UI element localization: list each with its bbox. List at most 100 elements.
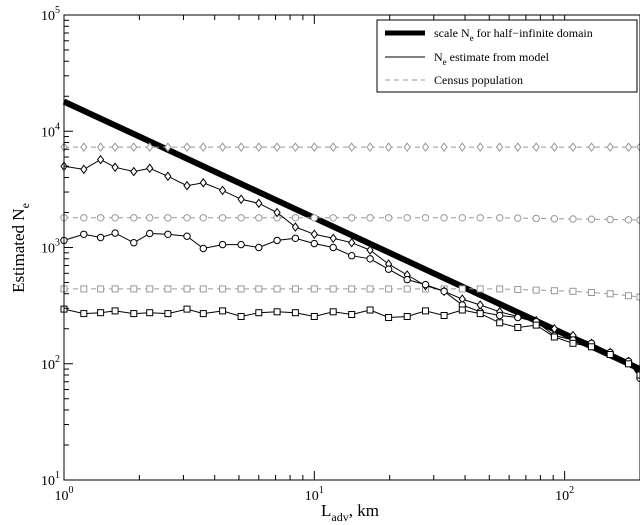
data-point-circle bbox=[440, 214, 448, 222]
data-point-circle bbox=[255, 243, 263, 252]
tick-layer bbox=[63, 14, 640, 481]
data-point-square bbox=[164, 285, 172, 293]
data-point-circle bbox=[111, 214, 119, 222]
data-point-square bbox=[532, 321, 540, 329]
data-point-circle bbox=[96, 233, 105, 242]
data-point-square bbox=[569, 287, 577, 295]
data-point-square bbox=[237, 313, 245, 320]
x-tick-label: 101 bbox=[305, 485, 324, 504]
data-point-square bbox=[291, 309, 299, 317]
data-point-diamond bbox=[384, 142, 393, 152]
data-point-square bbox=[111, 307, 119, 315]
census-series-line bbox=[64, 217, 640, 221]
y-tick-label: 105 bbox=[41, 5, 60, 24]
data-point-diamond bbox=[255, 198, 263, 209]
data-point-circle bbox=[291, 234, 300, 243]
data-point-circle bbox=[291, 214, 300, 222]
data-point-square bbox=[273, 285, 281, 293]
data-point-diamond bbox=[310, 142, 318, 152]
data-point-circle bbox=[199, 214, 208, 222]
data-point-circle bbox=[366, 255, 374, 263]
data-point-square bbox=[146, 285, 154, 293]
data-point-square bbox=[348, 285, 356, 293]
y-tick-label: 102 bbox=[41, 354, 60, 373]
data-point-square bbox=[111, 285, 119, 293]
data-point-square bbox=[588, 343, 595, 351]
y-tick-label: 104 bbox=[41, 121, 60, 140]
data-point-circle bbox=[218, 214, 227, 222]
data-point-square bbox=[130, 310, 138, 318]
data-point-diamond bbox=[80, 164, 88, 175]
data-point-diamond bbox=[80, 142, 88, 152]
data-point-diamond bbox=[291, 142, 299, 152]
data-point-diamond bbox=[532, 142, 540, 152]
data-point-circle bbox=[532, 214, 540, 223]
data-point-square bbox=[606, 290, 614, 298]
data-point-diamond bbox=[273, 207, 281, 218]
data-point-circle bbox=[237, 240, 245, 249]
data-point-square bbox=[625, 360, 632, 368]
data-point-square bbox=[514, 286, 522, 293]
data-point-circle bbox=[329, 243, 337, 252]
data-point-circle bbox=[80, 214, 88, 222]
data-point-circle bbox=[329, 214, 337, 222]
data-point-circle bbox=[273, 236, 281, 245]
data-point-square bbox=[255, 285, 263, 293]
data-point-diamond bbox=[96, 142, 105, 152]
data-point-square bbox=[532, 286, 540, 294]
data-point-circle bbox=[514, 214, 522, 222]
data-point-diamond bbox=[164, 171, 172, 182]
data-point-circle bbox=[183, 232, 191, 240]
data-point-square bbox=[496, 285, 504, 293]
data-point-square bbox=[183, 305, 191, 313]
y-axis-title: Estimated Ne bbox=[9, 203, 32, 293]
legend-label-census: Census population bbox=[434, 73, 523, 87]
data-point-diamond bbox=[514, 142, 522, 152]
data-point-circle bbox=[458, 214, 466, 222]
data-point-diamond bbox=[366, 245, 374, 255]
data-point-circle bbox=[218, 240, 227, 249]
data-point-diamond bbox=[403, 142, 411, 152]
data-point-diamond bbox=[111, 142, 119, 152]
data-point-square bbox=[636, 371, 640, 379]
data-point-square bbox=[255, 309, 263, 317]
census-series-line bbox=[64, 288, 640, 298]
data-point-circle bbox=[348, 252, 356, 260]
data-point-square bbox=[458, 306, 466, 314]
data-point-circle bbox=[183, 214, 191, 222]
data-point-square bbox=[476, 310, 484, 318]
data-point-diamond bbox=[199, 142, 207, 152]
data-point-diamond bbox=[130, 142, 138, 152]
legend-label-model: Ne estimate from model bbox=[434, 50, 550, 67]
data-point-square bbox=[199, 285, 207, 293]
data-point-diamond bbox=[111, 162, 119, 173]
data-point-circle bbox=[366, 214, 374, 222]
data-point-square bbox=[310, 313, 318, 320]
data-point-square bbox=[385, 314, 393, 321]
data-point-square bbox=[348, 311, 356, 318]
data-point-square bbox=[625, 292, 632, 300]
data-point-diamond bbox=[550, 142, 559, 152]
data-point-circle bbox=[96, 214, 105, 222]
data-point-diamond bbox=[164, 142, 172, 152]
data-point-circle bbox=[255, 214, 263, 222]
data-point-circle bbox=[384, 265, 393, 273]
data-point-circle bbox=[476, 214, 484, 222]
data-point-circle bbox=[146, 214, 154, 222]
data-point-square bbox=[606, 351, 614, 358]
data-point-diamond bbox=[329, 142, 337, 152]
data-point-square bbox=[440, 312, 448, 319]
data-point-diamond bbox=[458, 142, 466, 152]
data-point-square bbox=[219, 285, 227, 293]
data-point-diamond bbox=[348, 237, 356, 248]
data-point-square bbox=[97, 285, 105, 293]
legend: scale Ne for half−infinite domain Ne est… bbox=[376, 19, 638, 93]
data-point-circle bbox=[310, 239, 318, 248]
data-point-circle bbox=[421, 214, 430, 222]
data-point-square bbox=[496, 319, 504, 327]
data-point-diamond bbox=[606, 142, 614, 152]
data-point-square bbox=[636, 293, 640, 301]
data-point-circle bbox=[606, 215, 614, 224]
data-point-circle bbox=[550, 215, 559, 223]
